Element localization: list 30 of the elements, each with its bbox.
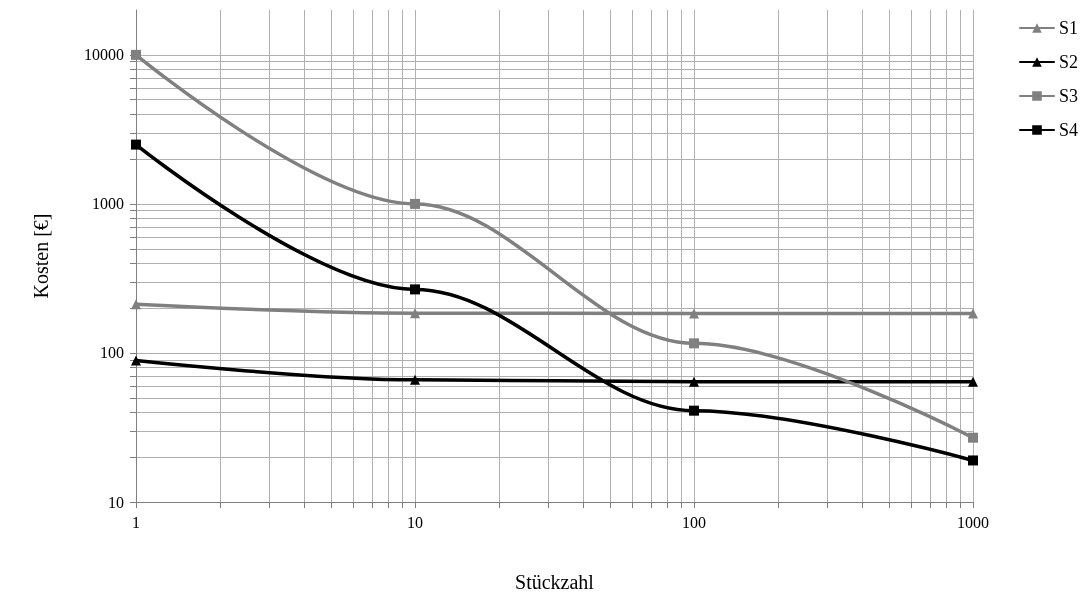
point xyxy=(689,376,699,387)
point xyxy=(410,284,420,295)
x-tick-label: 10 xyxy=(407,513,423,531)
y-axis-title: Kosten [€] xyxy=(30,213,52,299)
legend-label: S2 xyxy=(1058,52,1078,72)
y-tick-label: 10000 xyxy=(84,46,124,64)
point xyxy=(689,308,699,319)
y-tick-label: 10 xyxy=(108,493,124,511)
point xyxy=(689,338,699,349)
point xyxy=(131,49,141,60)
x-axis-title: Stückzahl xyxy=(515,571,595,593)
point xyxy=(968,308,978,319)
point xyxy=(131,299,141,310)
legend-label: S1 xyxy=(1058,18,1078,38)
point xyxy=(968,455,978,466)
y-tick-label: 1000 xyxy=(92,195,124,213)
point xyxy=(131,139,141,150)
legend-label: S4 xyxy=(1058,120,1078,140)
point xyxy=(968,376,978,387)
point xyxy=(968,432,978,443)
point xyxy=(410,308,420,319)
x-tick-label: 1 xyxy=(132,513,140,531)
x-tick-label: 1000 xyxy=(957,513,989,531)
point xyxy=(131,355,141,366)
point xyxy=(410,198,420,209)
legend-label: S3 xyxy=(1058,86,1078,106)
point xyxy=(689,405,699,416)
point xyxy=(410,374,420,385)
y-tick-label: 100 xyxy=(100,344,124,362)
x-tick-label: 100 xyxy=(682,513,706,531)
